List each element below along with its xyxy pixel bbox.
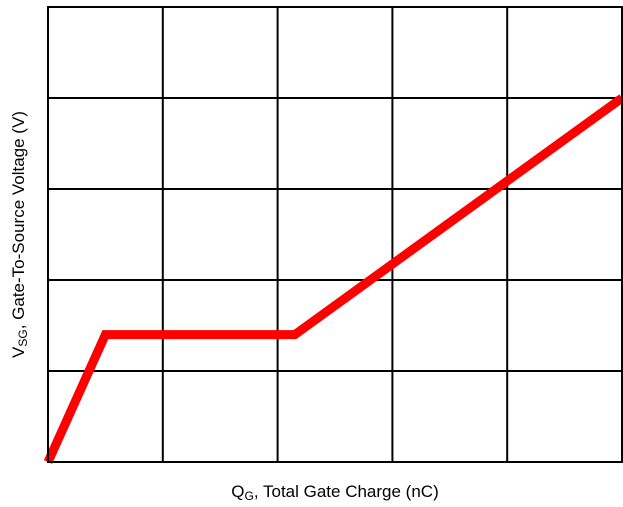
x-axis-label-main: Q bbox=[231, 482, 244, 501]
series-line-0 bbox=[43, 94, 623, 464]
grid-lines bbox=[48, 7, 622, 462]
y-axis-label: VSG, Gate-To-Source Voltage (V) bbox=[9, 111, 30, 358]
series-layer bbox=[43, 94, 623, 464]
x-axis-label-rest: , Total Gate Charge (nC) bbox=[254, 482, 439, 501]
y-axis-label-rest: , Gate-To-Source Voltage (V) bbox=[9, 111, 28, 329]
y-axis-label-subscript: SG bbox=[16, 329, 30, 346]
x-axis-label-subscript: G bbox=[245, 489, 254, 503]
x-axis-label: QG, Total Gate Charge (nC) bbox=[231, 482, 438, 503]
y-axis-label-main: V bbox=[9, 346, 28, 358]
plot-frame bbox=[47, 6, 623, 463]
